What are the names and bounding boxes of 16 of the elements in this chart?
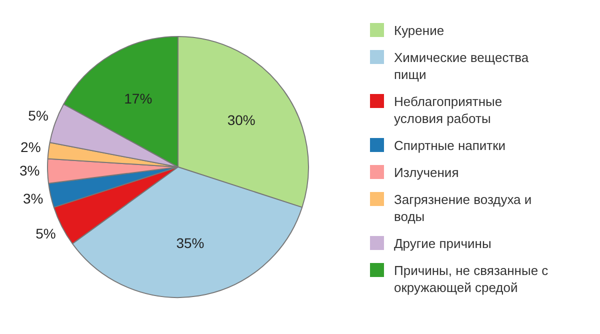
legend-label: Неблагоприятные условия работы [394,93,504,127]
legend-label: Спиртные напитки [394,137,507,154]
data-label: 35% [176,235,204,252]
legend-label: Курение [394,22,446,39]
legend-label: Химические вещества пищи [394,49,530,83]
data-label: 17% [124,90,152,106]
legend-label: Загрязнение воздуха и воды [394,191,533,225]
data-label: 3% [19,162,40,179]
legend-label: Причины, не связанные с окружающей средой [394,262,550,296]
legend-label: Другие причины [394,235,492,252]
data-label: 2% [20,139,41,156]
legend-label: Излучения [394,164,460,181]
data-label: 5% [36,225,56,242]
data-label: 5% [28,108,48,124]
data-label: 30% [227,112,256,128]
data-label: 3% [22,190,44,206]
